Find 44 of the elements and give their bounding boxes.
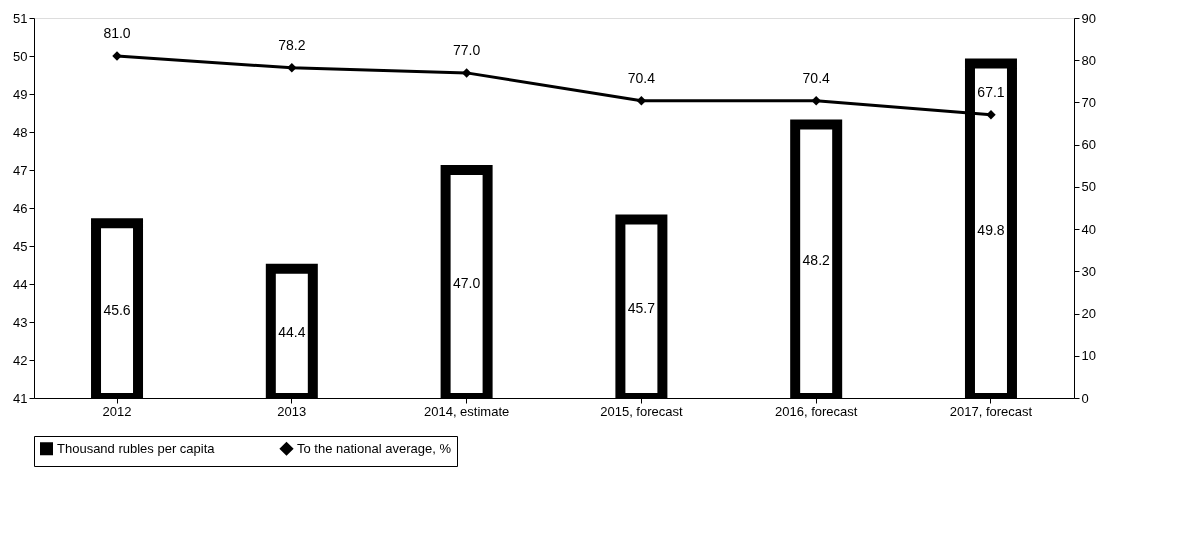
data-label: 44.4 xyxy=(278,324,306,341)
y-tick-label: 42 xyxy=(13,352,28,368)
y2-tick-label: 70 xyxy=(1081,94,1096,110)
y2-tick-label: 50 xyxy=(1081,179,1096,195)
x-tick-label: 2014, estimate xyxy=(423,403,510,419)
y2-tick-label: 20 xyxy=(1081,306,1096,322)
y2-tick-label: 80 xyxy=(1081,52,1096,68)
y2-tick-label: 30 xyxy=(1081,263,1096,279)
data-label: 45.7 xyxy=(627,299,656,316)
y2-tick-label: 10 xyxy=(1081,348,1096,364)
y-tick-label: 45 xyxy=(13,238,28,254)
y-tick-label: 44 xyxy=(13,276,28,292)
x-tick-label: 2015, forecast xyxy=(600,403,683,419)
point xyxy=(811,96,821,106)
data-label: 81.0 xyxy=(103,25,131,41)
y-tick-label: 48 xyxy=(13,124,28,140)
y2-tick-label: 40 xyxy=(1081,221,1096,237)
y-tick-label: 46 xyxy=(13,200,28,216)
data-label: 45.6 xyxy=(103,301,131,318)
y-tick-label: 50 xyxy=(13,48,28,64)
y2-tick-label: 90 xyxy=(1081,10,1096,26)
data-label: 67.1 xyxy=(977,83,1005,100)
data-label: 70.4 xyxy=(627,69,656,86)
data-label: 47.0 xyxy=(452,275,481,291)
y-tick-label: 49 xyxy=(13,86,28,102)
legend-label: To the national average, % xyxy=(297,440,452,456)
y2-tick-label: 0 xyxy=(1081,390,1089,406)
y2-tick-label: 60 xyxy=(1081,137,1096,153)
data-label: 70.4 xyxy=(802,69,831,86)
x-tick-label: 2012 xyxy=(102,403,132,419)
point xyxy=(986,109,996,120)
legend-label: Thousand rubles per capita xyxy=(57,440,216,456)
data-label: 77.0 xyxy=(452,41,481,58)
point xyxy=(287,63,297,73)
y-tick-label: 51 xyxy=(13,10,28,26)
data-label: 48.2 xyxy=(802,252,831,269)
y-tick-label: 41 xyxy=(13,390,28,406)
x-tick-label: 2013 xyxy=(277,403,307,419)
data-label: 78.2 xyxy=(278,36,306,53)
x-tick-label: 2017, forecast xyxy=(949,403,1033,419)
x-tick-label: 2016, forecast xyxy=(774,403,858,419)
y-tick-label: 47 xyxy=(13,162,28,178)
y-tick-label: 43 xyxy=(13,314,28,330)
data-label: 49.8 xyxy=(977,221,1005,238)
